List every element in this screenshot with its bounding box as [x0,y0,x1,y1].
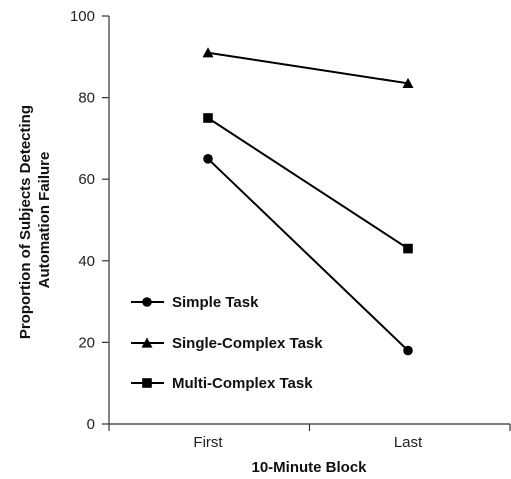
y-tick-label: 20 [78,334,95,351]
legend-marker [142,297,152,307]
y-tick-label: 80 [78,90,95,107]
x-axis: First Last [108,423,511,451]
legend-marker [142,378,152,388]
y-axis-title-line-2: Automation Failure [36,152,53,289]
data-point [403,243,413,254]
legend-item: Multi-Complex Task [131,375,313,392]
data-point [202,47,214,58]
y-axis-title: Proportion of Subjects Detecting Automat… [17,101,53,339]
y-axis: 0 20 40 60 80 100 [70,8,110,433]
series-layer [202,47,414,356]
legend-item: Simple Task [131,294,259,311]
series-line [207,117,409,250]
data-point [203,113,213,123]
series-line [207,51,409,85]
legend-item: Single-Complex Task [131,335,323,352]
y-tick-label: 60 [78,171,95,188]
data-point [203,154,213,164]
data-point [403,345,413,356]
legend-label: Simple Task [172,294,259,311]
y-axis-title-line-1: Proportion of Subjects Detecting [17,105,34,339]
legend: Simple Task Single-Complex Task Multi-Comp… [131,294,323,392]
y-tick-label: 0 [87,416,95,433]
legend-marker [141,337,153,348]
legend-label: Single-Complex Task [172,335,323,352]
series-circle [203,154,413,356]
x-axis-title: 10-Minute Block [251,459,367,476]
data-point [402,77,414,88]
series-triangle [202,47,414,88]
x-tick-label: First [193,434,223,451]
series-line [207,158,409,352]
series-square [203,113,413,254]
y-tick-label: 40 [78,253,95,270]
y-tick-label: 100 [70,8,95,25]
x-tick-label: Last [394,434,423,451]
legend-label: Multi-Complex Task [172,375,313,392]
